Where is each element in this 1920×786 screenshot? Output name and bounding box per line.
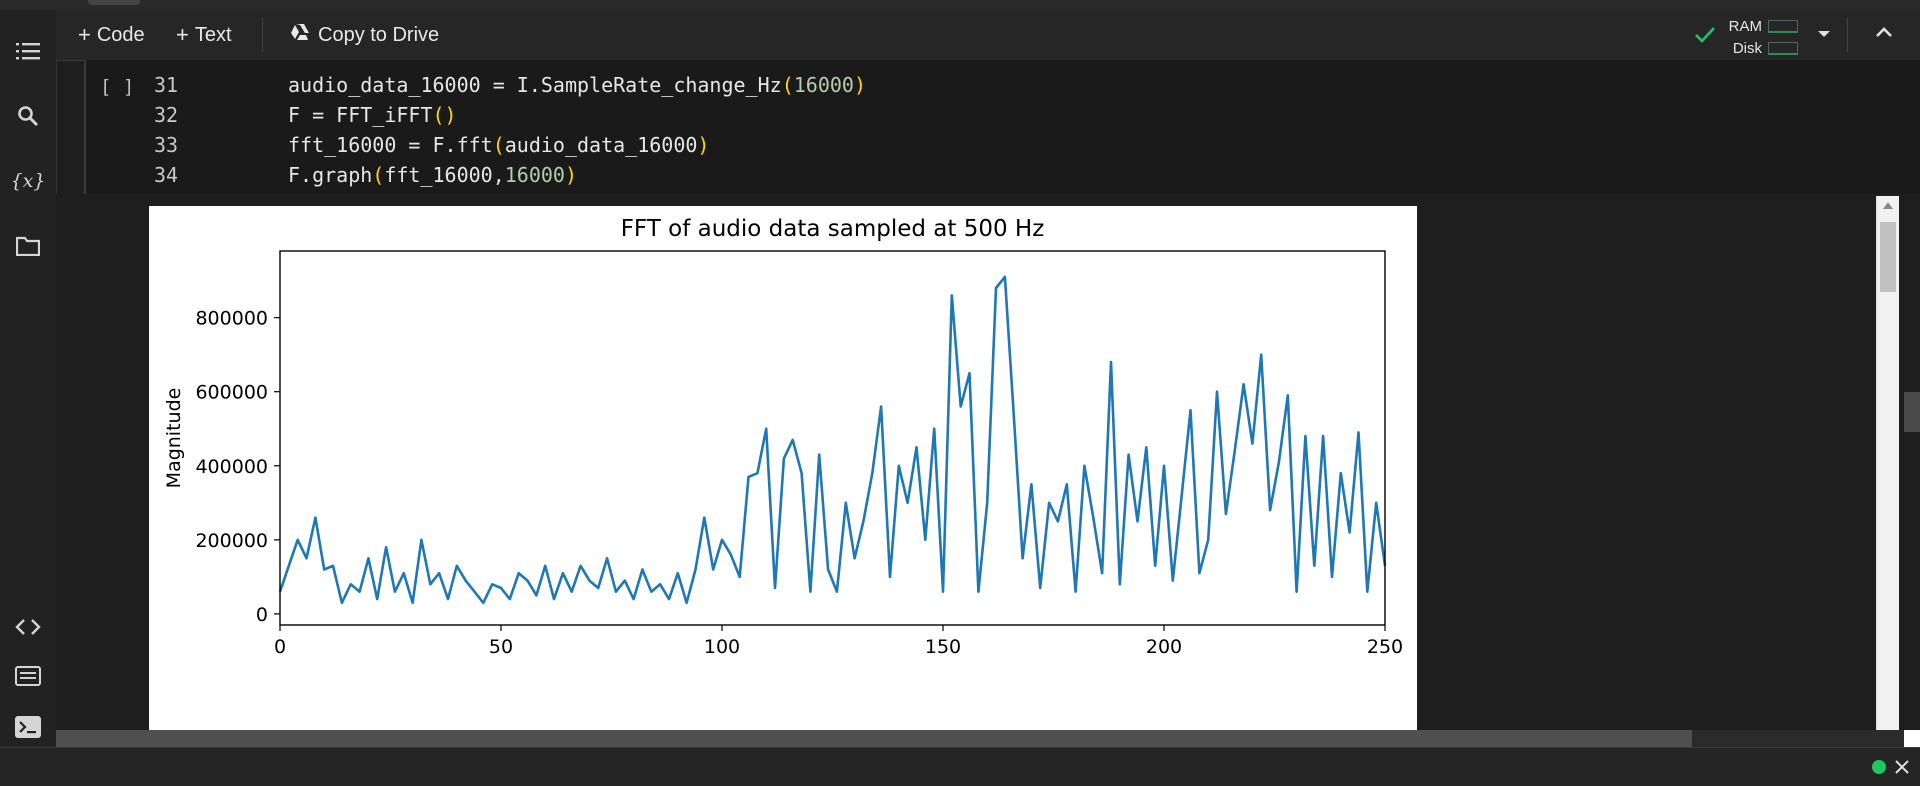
code-paren: ( bbox=[781, 73, 794, 97]
chart-title: FFT of audio data sampled at 500 Hz bbox=[621, 216, 1045, 242]
add-code-label: Code bbox=[96, 23, 145, 46]
y-tick-label: 0 bbox=[256, 604, 268, 626]
code-token: F.graph bbox=[288, 163, 373, 187]
x-tick-label: 50 bbox=[489, 636, 513, 658]
status-bar bbox=[0, 747, 1920, 786]
ram-usage-bar bbox=[1768, 20, 1798, 33]
code-paren: ( bbox=[372, 163, 385, 187]
y-tick-label: 600000 bbox=[195, 382, 268, 404]
code-text: fft_16000 = F.fft(audio_data_16000) bbox=[288, 133, 709, 157]
series-line bbox=[278, 275, 1387, 605]
code-text: F.graph(fft_16000,16000) bbox=[288, 163, 577, 187]
code-text: audio_data_16000 = I.SampleRate_change_H… bbox=[288, 73, 866, 97]
x-tick-label: 100 bbox=[704, 636, 740, 658]
connection-status-dot bbox=[1872, 760, 1886, 774]
left-sidebar: {x} bbox=[0, 10, 57, 747]
cell-output: 0 50 100 150 200 250 0 200000 400000 600000 800000… bbox=[56, 194, 1920, 730]
y-tick-label: 400000 bbox=[195, 456, 268, 478]
variables-icon[interactable]: {x} bbox=[12, 165, 44, 197]
x-tick-label: 0 bbox=[274, 636, 286, 658]
plot-frame bbox=[279, 250, 1386, 626]
line-number: 32 bbox=[154, 103, 179, 127]
code-paren: ) bbox=[853, 73, 866, 97]
command-palette-icon[interactable] bbox=[12, 660, 44, 692]
folder-icon[interactable] bbox=[12, 230, 44, 262]
disk-usage-bar bbox=[1768, 42, 1798, 55]
close-icon[interactable] bbox=[1892, 757, 1912, 782]
code-number: 16000 bbox=[504, 163, 565, 187]
ram-label: RAM bbox=[1728, 18, 1762, 35]
code-paren: ( bbox=[492, 133, 505, 157]
code-token: fft_16000 = F.fft bbox=[288, 133, 493, 157]
fft-chart: 0 50 100 150 200 250 0 200000 400000 600000 800000… bbox=[163, 216, 1403, 658]
code-token: fft_16000, bbox=[384, 163, 505, 187]
terminal-icon[interactable] bbox=[12, 711, 44, 743]
svg-text:{x}: {x} bbox=[13, 170, 43, 192]
plus-icon: + bbox=[78, 22, 91, 47]
resources-indicator[interactable]: RAM Disk bbox=[1684, 14, 1804, 58]
drive-icon bbox=[290, 23, 310, 47]
code-token: audio_data_16000 bbox=[504, 133, 698, 157]
notebook-toolbar: + Code + Text Copy to Drive RAM Disk bbox=[56, 10, 1920, 61]
code-cell[interactable]: [ ] 31 audio_data_16000 = I.SampleRate_ch… bbox=[84, 60, 1920, 194]
add-code-cell-button[interactable]: + Code bbox=[78, 21, 145, 49]
code-token: audio_data_16000 = I.SampleRate_change_H… bbox=[288, 73, 782, 97]
cell-run-indicator[interactable]: [ ] bbox=[100, 76, 135, 98]
x-tick-label: 150 bbox=[925, 636, 961, 658]
collapse-icon[interactable] bbox=[1874, 22, 1894, 47]
horizontal-scrollbar[interactable] bbox=[56, 730, 1920, 747]
table-of-contents-icon[interactable] bbox=[12, 35, 44, 67]
copy-to-drive-button[interactable]: Copy to Drive bbox=[290, 21, 439, 49]
code-paren: ) bbox=[697, 133, 710, 157]
x-tick-label: 200 bbox=[1146, 636, 1182, 658]
search-icon[interactable] bbox=[12, 100, 44, 132]
add-text-label: Text bbox=[194, 23, 232, 46]
copy-to-drive-label: Copy to Drive bbox=[318, 23, 440, 46]
y-tick-label: 200000 bbox=[195, 530, 268, 552]
check-icon bbox=[1694, 26, 1716, 49]
code-token: F = FFT_iFFT bbox=[288, 103, 433, 127]
code-snippets-icon[interactable] bbox=[12, 611, 44, 643]
toolbar-divider bbox=[1847, 18, 1848, 52]
disk-label: Disk bbox=[1732, 40, 1762, 57]
code-number: 16000 bbox=[793, 73, 854, 97]
y-axis-label: Magnitude bbox=[163, 388, 185, 489]
output-vertical-scrollbar[interactable] bbox=[1876, 196, 1899, 730]
page-scrollbar-thumb[interactable] bbox=[1904, 392, 1920, 432]
y-tick-label: 800000 bbox=[195, 308, 268, 330]
scroll-up-arrow[interactable] bbox=[1883, 202, 1893, 209]
scrollbar-thumb[interactable] bbox=[1880, 222, 1896, 292]
code-text: F = FFT_iFFT() bbox=[288, 103, 457, 127]
code-paren: ) bbox=[564, 163, 578, 187]
line-number: 33 bbox=[154, 133, 179, 157]
caret-down-icon[interactable] bbox=[1816, 24, 1832, 49]
x-tick-label: 250 bbox=[1367, 636, 1403, 658]
horizontal-scrollbar-thumb[interactable] bbox=[56, 730, 1692, 747]
plus-icon: + bbox=[176, 22, 189, 47]
line-number: 31 bbox=[154, 73, 179, 97]
tab-nub bbox=[88, 0, 140, 5]
add-text-cell-button[interactable]: + Text bbox=[176, 21, 232, 49]
fft-plot: 0 50 100 150 200 250 0 200000 400000 600000 800000… bbox=[149, 206, 1417, 730]
toolbar-divider bbox=[262, 18, 263, 52]
code-paren: () bbox=[432, 103, 457, 127]
scrollbar-corner bbox=[1904, 730, 1920, 747]
line-number: 34 bbox=[154, 163, 179, 187]
